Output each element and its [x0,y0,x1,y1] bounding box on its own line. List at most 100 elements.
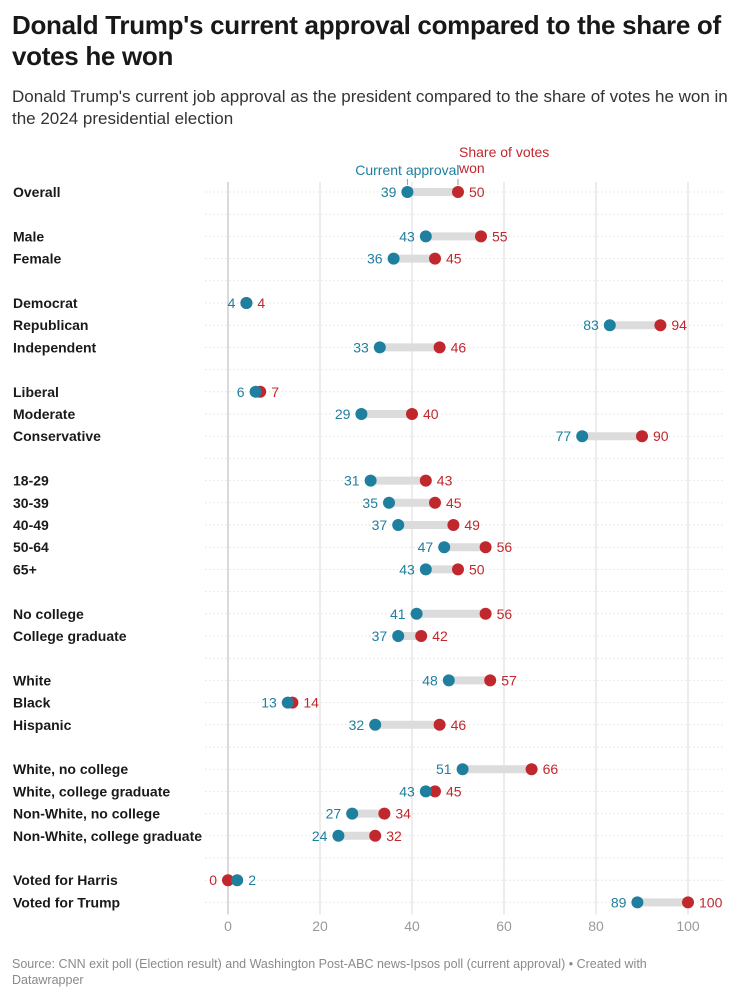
approval-value-label: 37 [372,517,388,533]
approval-dot [438,541,451,554]
row-label: College graduate [13,628,127,644]
row-label: No college [13,606,84,622]
x-tick-label: 20 [312,918,328,934]
votes-value-label: 56 [497,606,513,622]
votes-value-label: 100 [699,894,723,910]
approval-dot [631,896,644,909]
approval-dot [419,785,432,798]
approval-dot [410,607,423,620]
approval-value-label: 29 [335,406,351,422]
approval-value-label: 51 [436,761,452,777]
row-label: Hispanic [13,717,72,733]
row-label: Independent [13,339,97,355]
row-label: 40-49 [13,517,49,533]
votes-dot [415,630,428,642]
votes-value-label: 50 [469,184,485,200]
approval-value-label: 35 [362,495,378,511]
row-label: White, no college [13,761,128,777]
row-label: 30-39 [13,495,49,511]
approval-value-label: 48 [422,672,438,688]
votes-dot [452,186,464,198]
approval-dot [369,718,382,731]
row-label: Non-White, no college [13,806,160,822]
approval-value-label: 47 [418,539,434,555]
approval-value-label: 37 [372,628,388,644]
votes-dot [378,807,391,820]
approval-dot [383,496,395,509]
votes-value-label: 45 [446,251,462,267]
row-label: Overall [13,184,60,200]
row-label: White, college graduate [13,783,170,799]
approval-dot [355,408,368,420]
votes-dot [222,874,234,887]
approval-dot [419,563,432,576]
votes-value-label: 57 [501,672,517,688]
votes-value-label: 34 [395,806,411,822]
row-label: Liberal [13,384,59,400]
votes-dot [479,541,492,554]
votes-value-label: 45 [446,783,462,799]
approval-dot [240,297,253,309]
votes-dot [369,829,382,842]
approval-dot [281,696,294,709]
source-note: Source: CNN exit poll (Election result) … [12,957,566,971]
approval-dot [373,341,386,354]
x-tick-label: 80 [588,918,604,934]
votes-dot [636,430,648,443]
row-label: Non-White, college graduate [13,828,202,844]
legend-current-approval: Current approval [355,162,459,178]
approval-dot [392,630,405,642]
approval-value-label: 39 [381,184,397,200]
x-tick-label: 100 [676,918,700,934]
chart-title: Donald Trump's current approval compared… [12,10,721,71]
votes-value-label: 43 [437,473,453,489]
row-label: White [13,672,51,688]
credit-note: • Created with Datawrapper [12,957,647,987]
approval-dot [401,186,414,198]
approval-value-label: 27 [326,806,342,822]
row-label: Female [13,251,61,267]
votes-dot [654,319,667,332]
row-label: Moderate [13,406,75,422]
row-label: Male [13,228,44,244]
votes-value-label: 4 [257,295,265,311]
row-label: Conservative [13,428,101,444]
approval-value-label: 31 [344,473,360,489]
approval-value-label: 4 [228,295,236,311]
approval-value-label: 89 [611,894,627,910]
votes-value-label: 94 [671,317,687,333]
votes-dot [479,607,492,620]
approval-dot [346,807,359,820]
votes-dot [682,896,694,909]
votes-value-label: 45 [446,495,462,511]
votes-value-label: 56 [497,539,513,555]
approval-value-label: 77 [556,428,572,444]
approval-value-label: 43 [399,783,415,799]
approval-dot [442,674,455,687]
row-label: Voted for Trump [13,894,120,910]
approval-value-label: 6 [237,384,245,400]
approval-value-label: 41 [390,606,406,622]
approval-dot [392,519,405,531]
votes-value-label: 42 [432,628,448,644]
votes-dot [429,252,441,265]
row-label: Democrat [13,295,78,311]
votes-dot [452,563,464,576]
votes-value-label: 90 [653,428,669,444]
approval-value-label: 13 [261,695,277,711]
votes-value-label: 50 [469,561,485,577]
votes-dot [447,519,460,531]
approval-dot [364,474,377,487]
approval-value-label: 83 [583,317,599,333]
votes-dot [484,674,497,687]
approval-dot [332,829,345,842]
row-label: 18-29 [13,473,49,489]
approval-dot [456,763,469,776]
votes-dot [419,474,432,487]
votes-value-label: 40 [423,406,439,422]
approval-value-label: 32 [349,717,365,733]
votes-value-label: 7 [271,384,279,400]
approval-dot [419,230,432,243]
votes-dot [406,408,418,420]
